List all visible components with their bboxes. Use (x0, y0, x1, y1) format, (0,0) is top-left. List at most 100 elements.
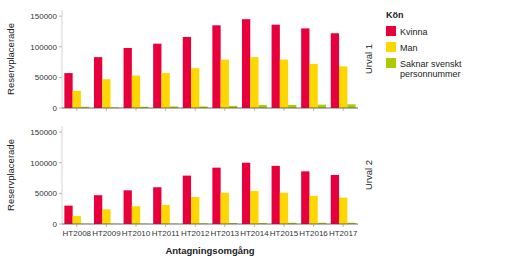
legend: Kön Kvinna Man Saknar svensktpersonnummer (386, 10, 462, 79)
bar: Man – HT2011 (161, 73, 169, 108)
bar: Man – HT2010 (132, 76, 140, 108)
bar: Kvinna – HT2013 (212, 25, 220, 108)
x-tick-label: HT2014 (240, 229, 269, 238)
y-tick (59, 224, 62, 225)
bar: Kvinna – HT2014 (242, 163, 250, 224)
bar: Saknar svenskt personnummer – HT2014 (259, 105, 267, 108)
bar: Kvinna – HT2008 (64, 73, 72, 108)
bar: Man – HT2016 (309, 196, 317, 224)
y-tick (59, 108, 62, 109)
x-tick (195, 224, 196, 227)
bar: Kvinna – HT2017 (331, 175, 339, 224)
x-tick-label: HT2012 (181, 229, 210, 238)
bar: Saknar svenskt personnummer – HT2015 (288, 105, 296, 108)
x-tick (343, 224, 344, 227)
x-tick (254, 108, 255, 111)
legend-label: Kvinna (400, 27, 428, 37)
bar: Man – HT2016 (309, 64, 317, 108)
x-tick (106, 108, 107, 111)
bar: Kvinna – HT2016 (301, 28, 309, 108)
bar: Kvinna – HT2010 (124, 48, 132, 108)
y-axis-label: Reservplacerade (5, 139, 16, 211)
bar: Kvinna – HT2014 (242, 19, 250, 108)
bar: Kvinna – HT2012 (183, 37, 191, 108)
y-tick-label: 150000 (30, 12, 57, 21)
x-tick-label: HT2015 (270, 229, 299, 238)
bar: Kvinna – HT2009 (94, 195, 102, 224)
chart-container: 050000100000150000Kvinna – HT2008Kvinna … (0, 0, 505, 277)
y-axis-line (62, 10, 63, 108)
x-tick (343, 108, 344, 111)
chart-svg: 050000100000150000Kvinna – HT2008Kvinna … (0, 0, 505, 277)
bar: Man – HT2009 (102, 79, 110, 108)
x-tick (195, 108, 196, 111)
bar: Kvinna – HT2008 (64, 206, 72, 224)
y-tick (59, 16, 62, 17)
x-tick (313, 224, 314, 227)
x-tick-label: HT2017 (329, 229, 358, 238)
x-tick (224, 224, 225, 227)
bar: Kvinna – HT2013 (212, 168, 220, 224)
legend-label: Saknar svensktpersonnummer (400, 59, 462, 80)
x-tick-label: HT2011 (152, 229, 180, 238)
bar: Man – HT2014 (250, 191, 258, 224)
x-tick (284, 224, 285, 227)
x-tick (165, 224, 166, 227)
y-tick (59, 77, 62, 78)
x-tick (224, 108, 225, 111)
bar: Man – HT2011 (161, 205, 169, 224)
bar: Man – HT2015 (280, 60, 288, 108)
y-tick-label: 50000 (35, 189, 58, 198)
panel: 050000100000150000Kvinna – HT2008Kvinna … (5, 126, 374, 256)
bar: Kvinna – HT2017 (331, 33, 339, 108)
legend-swatch (386, 26, 396, 36)
legend-title: Kön (386, 10, 404, 20)
bar: Man – HT2017 (339, 198, 347, 224)
bar: Kvinna – HT2011 (153, 187, 161, 224)
y-axis-line (62, 126, 63, 224)
x-tick (106, 224, 107, 227)
y-tick (59, 162, 62, 163)
bar: Man – HT2014 (250, 57, 258, 108)
x-tick-label: HT2008 (63, 229, 92, 238)
panel: 050000100000150000Kvinna – HT2008Kvinna … (5, 10, 374, 113)
y-tick-label: 150000 (30, 128, 57, 137)
bars: Kvinna – HT2008 Kvinna – HT2009 Kvinna – H… (64, 163, 355, 224)
bar: Kvinna – HT2016 (301, 171, 309, 224)
bar: Saknar svenskt personnummer – HT2017 (347, 104, 355, 108)
legend-swatch (386, 42, 396, 52)
x-tick (76, 108, 77, 111)
bar: Man – HT2013 (221, 60, 229, 108)
bar: Man – HT2017 (339, 66, 347, 108)
x-tick (136, 108, 137, 111)
bar: Man – HT2012 (191, 68, 199, 108)
x-tick-label: HT2010 (122, 229, 151, 238)
bar: Kvinna – HT2010 (124, 190, 132, 224)
x-tick (76, 224, 77, 227)
legend-swatch (386, 58, 396, 68)
bar: Kvinna – HT2009 (94, 57, 102, 108)
y-tick-label: 0 (53, 220, 58, 229)
bars: Kvinna – HT2008 Kvinna – HT2009 Kvinna – H… (64, 19, 355, 108)
panel-title: Urval 2 (363, 160, 374, 190)
x-tick-label: HT2016 (299, 229, 328, 238)
bar: Man – HT2012 (191, 197, 199, 224)
x-tick-label: HT2009 (92, 229, 121, 238)
y-axis-label: Reservplacerade (5, 23, 16, 95)
x-tick (284, 108, 285, 111)
legend-label: Man (400, 43, 418, 53)
bar: Kvinna – HT2012 (183, 176, 191, 224)
bar: Man – HT2015 (280, 193, 288, 224)
y-tick-label: 100000 (30, 43, 57, 52)
y-tick-label: 50000 (35, 73, 58, 82)
bar: Man – HT2008 (73, 216, 81, 224)
bar: Saknar svenskt personnummer – HT2016 (318, 105, 326, 108)
bar: Man – HT2010 (132, 206, 140, 224)
y-tick-label: 0 (53, 104, 58, 113)
x-tick (313, 108, 314, 111)
x-tick (136, 224, 137, 227)
bar: Kvinna – HT2015 (272, 25, 280, 108)
bar: Man – HT2008 (73, 91, 81, 108)
x-tick-label: HT2013 (211, 229, 240, 238)
bar: Kvinna – HT2015 (272, 166, 280, 224)
